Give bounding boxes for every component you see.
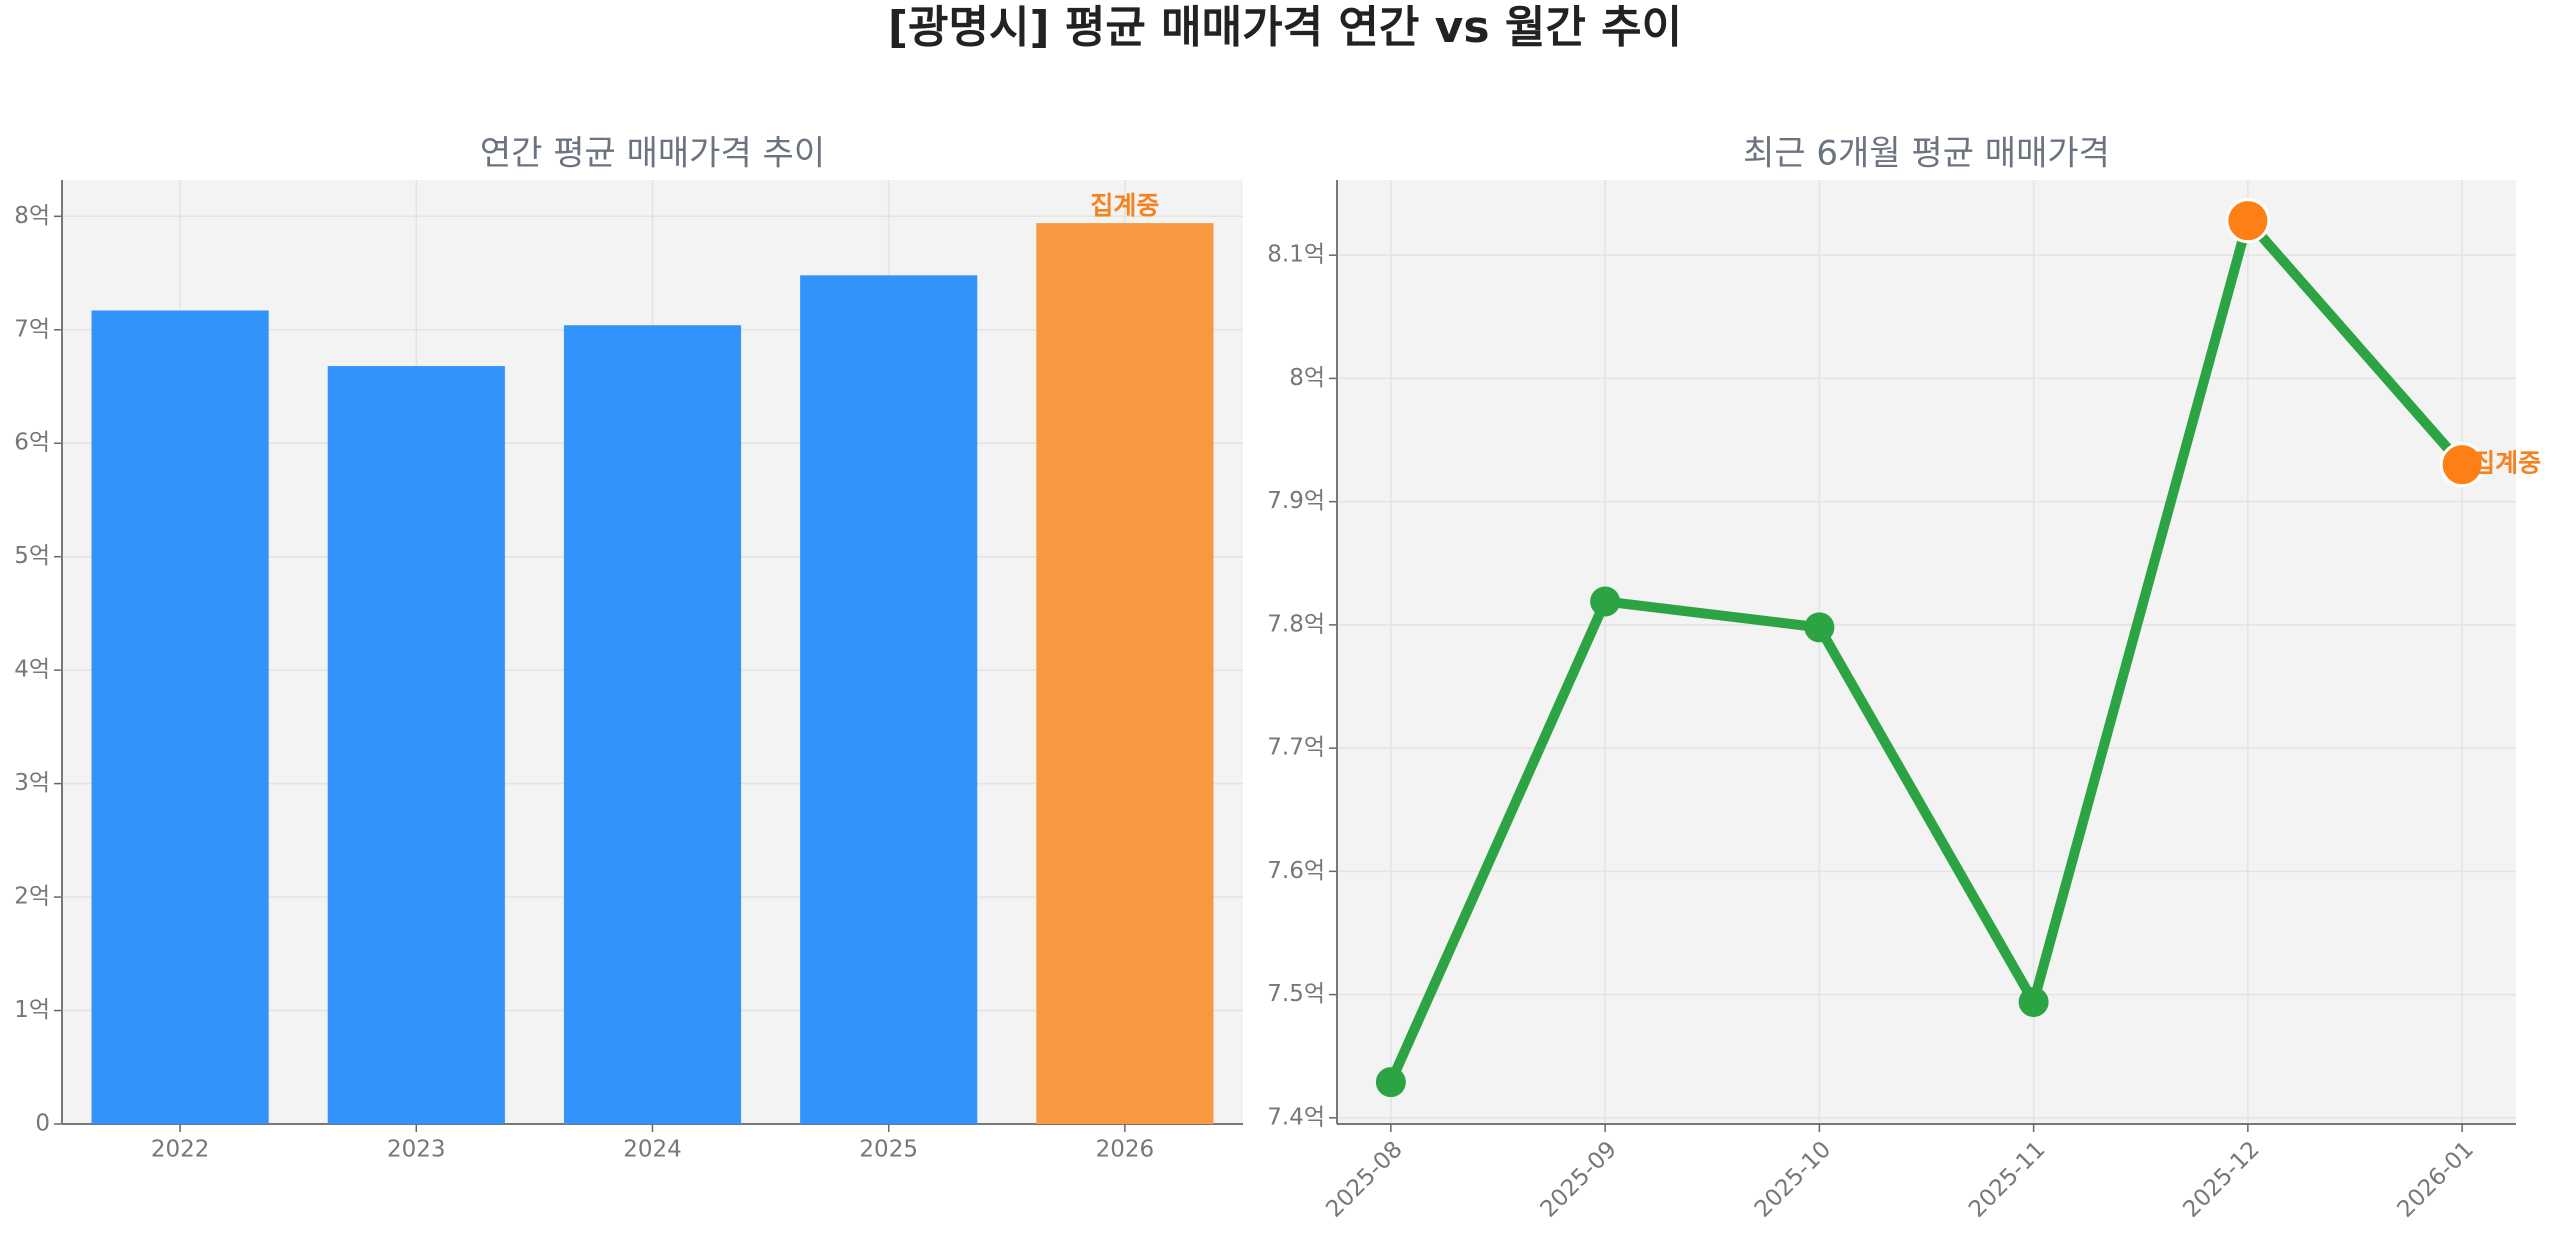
- bar: [800, 275, 978, 1124]
- x-tick-label: 2025-08: [1321, 1136, 1407, 1222]
- x-tick-label: 2025-12: [2178, 1136, 2264, 1222]
- chart-title: 연간 평균 매매가격 추이: [480, 134, 825, 174]
- y-tick-label: 6억: [14, 430, 50, 456]
- x-tick-label: 2025-10: [1750, 1136, 1836, 1222]
- bar: [327, 366, 505, 1125]
- y-tick-label: 2억: [14, 884, 50, 910]
- bar: [563, 325, 742, 1124]
- x-tick-label: 2026-01: [2393, 1136, 2479, 1222]
- y-tick-label: 7.7억: [1267, 735, 1325, 761]
- chart-title: 최근 6개월 평균 매매가격: [1743, 134, 2110, 174]
- y-tick-label: 3억: [14, 770, 50, 796]
- marker: [2018, 986, 2049, 1017]
- y-tick-label: 8억: [14, 203, 50, 229]
- y-tick-label: 7.5억: [1267, 981, 1325, 1007]
- y-tick-label: 8.1억: [1267, 242, 1325, 268]
- y-tick-label: 7.8억: [1267, 611, 1325, 637]
- annotation: 집계중: [2472, 449, 2541, 478]
- y-tick-label: 7.9억: [1267, 488, 1325, 514]
- x-tick-label: 2025-09: [1536, 1136, 1622, 1222]
- x-tick-label: 2025-11: [1964, 1136, 2050, 1222]
- x-tick-label: 2023: [387, 1137, 446, 1163]
- marker: [2439, 442, 2485, 488]
- y-tick-label: 7억: [14, 316, 50, 342]
- marker: [1375, 1067, 1406, 1098]
- y-tick-label: 0: [35, 1111, 50, 1137]
- y-tick-label: 8억: [1289, 365, 1325, 391]
- y-tick-label: 7.6억: [1267, 858, 1325, 884]
- x-tick-label: 2022: [151, 1137, 210, 1163]
- marker: [1590, 586, 1621, 617]
- y-tick-label: 4억: [14, 657, 50, 683]
- line: [1386, 215, 2466, 1085]
- figure-title: [광명시] 평균 매매가격 연간 vs 월간 추이: [888, 2, 1682, 53]
- bar: [91, 310, 269, 1124]
- bar: [1036, 223, 1214, 1125]
- x-tick-label: 2026: [1096, 1137, 1155, 1163]
- y-tick-label: 7.4억: [1267, 1104, 1325, 1130]
- x-tick-label: 2024: [623, 1137, 682, 1163]
- annotation: 집계중: [1090, 191, 1159, 220]
- plot-area: [1337, 180, 2516, 1124]
- y-tick-label: 1억: [14, 997, 50, 1023]
- x-tick-label: 2025: [859, 1137, 918, 1163]
- marker: [2225, 198, 2271, 244]
- marker: [1804, 612, 1835, 643]
- y-tick-label: 5억: [14, 543, 50, 569]
